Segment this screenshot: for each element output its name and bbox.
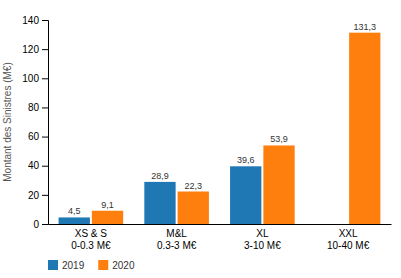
y-tick-label: 80 [28, 102, 40, 113]
y-tick-mark [42, 107, 48, 108]
bar [230, 166, 261, 224]
bar [144, 182, 175, 224]
y-tick-label: 0 [33, 219, 39, 230]
x-tick: M&L0.3-3 M€ [157, 228, 197, 251]
legend-item: 2020 [98, 260, 135, 271]
data-label: 53,9 [270, 134, 288, 144]
y-tick: 120 [22, 44, 48, 55]
y-tick-label: 140 [22, 15, 39, 26]
legend-swatch [98, 260, 108, 270]
legend-swatch [48, 260, 58, 270]
x-tick-label-line: XL [256, 228, 269, 239]
x-tick-label: XS & S0-0.3 M€ [71, 228, 111, 251]
bar [92, 211, 123, 224]
y-axis-line [42, 21, 49, 225]
bar [178, 192, 209, 224]
chart: 0 20 40 60 80 100 120 140 XS & S0-0.3 M€ M&L0.3-3… [0, 0, 401, 278]
x-tick: XL3-10 M€ [244, 228, 281, 251]
y-tick-label: 40 [28, 160, 40, 171]
y-tick: 80 [28, 102, 48, 113]
y-tick-mark [42, 137, 48, 138]
x-tick: XXL10-40 M€ [327, 228, 370, 251]
x-tick-label: XXL10-40 M€ [327, 228, 370, 251]
y-tick-mark [42, 20, 48, 21]
x-tick-label: XL3-10 M€ [244, 228, 281, 251]
x-axis-line [49, 224, 392, 225]
legend-label: 2019 [62, 260, 85, 271]
y-tick-label: 20 [28, 190, 40, 201]
x-tick-label-line: XS & S [75, 228, 108, 239]
legend-item: 2019 [48, 260, 85, 271]
y-tick: 20 [28, 190, 48, 201]
legend-label: 2020 [112, 260, 135, 271]
y-tick-label: 120 [22, 44, 39, 55]
y-tick-label: 100 [22, 73, 39, 84]
legend: 2019 2020 [48, 260, 135, 271]
x-tick-label-line: 3-10 M€ [244, 240, 281, 251]
bar [59, 217, 90, 224]
data-label: 22,3 [185, 181, 203, 191]
bar [316, 224, 347, 225]
data-label: 39,6 [237, 155, 255, 165]
y-tick-mark [42, 49, 48, 50]
data-label: 9,1 [101, 200, 114, 210]
data-label: 4,5 [68, 206, 81, 216]
y-tick: 0 [33, 219, 48, 230]
x-tick-label-line: XXL [339, 228, 358, 239]
x-tick-label-line: 0.3-3 M€ [157, 240, 197, 251]
x-tick-label: M&L0.3-3 M€ [157, 228, 197, 251]
data-label: 28,9 [151, 171, 169, 181]
y-tick-mark [42, 195, 48, 196]
data-label: 131,3 [354, 22, 377, 32]
x-tick-label-line: M&L [166, 228, 187, 239]
y-tick: 40 [28, 160, 48, 171]
y-axis: 0 20 40 60 80 100 120 140 [22, 15, 48, 230]
bars [59, 33, 381, 224]
x-axis: XS & S0-0.3 M€ M&L0.3-3 M€ XL3-10 M€ XXL10-… [49, 225, 392, 251]
y-tick: 60 [28, 131, 48, 142]
x-tick-label-line: 10-40 M€ [327, 240, 370, 251]
x-tick: XS & S0-0.3 M€ [71, 228, 111, 251]
y-axis-title: Montant des Sinistres (M€) [2, 62, 13, 182]
y-tick-mark [42, 78, 48, 79]
data-labels: 4,5 28,9 39,6 9,1 22,3 53,9 131,3 [68, 22, 376, 217]
y-tick-mark [42, 166, 48, 167]
x-tick-label-line: 0-0.3 M€ [71, 240, 111, 251]
y-tick: 100 [22, 73, 48, 84]
y-tick-label: 60 [28, 131, 40, 142]
plot: 0 20 40 60 80 100 120 140 XS & S0-0.3 M€ M&L0.3-3… [2, 15, 392, 271]
bar [349, 33, 380, 224]
y-tick-mark [42, 224, 48, 225]
y-tick: 140 [22, 15, 48, 26]
bar [263, 145, 294, 224]
